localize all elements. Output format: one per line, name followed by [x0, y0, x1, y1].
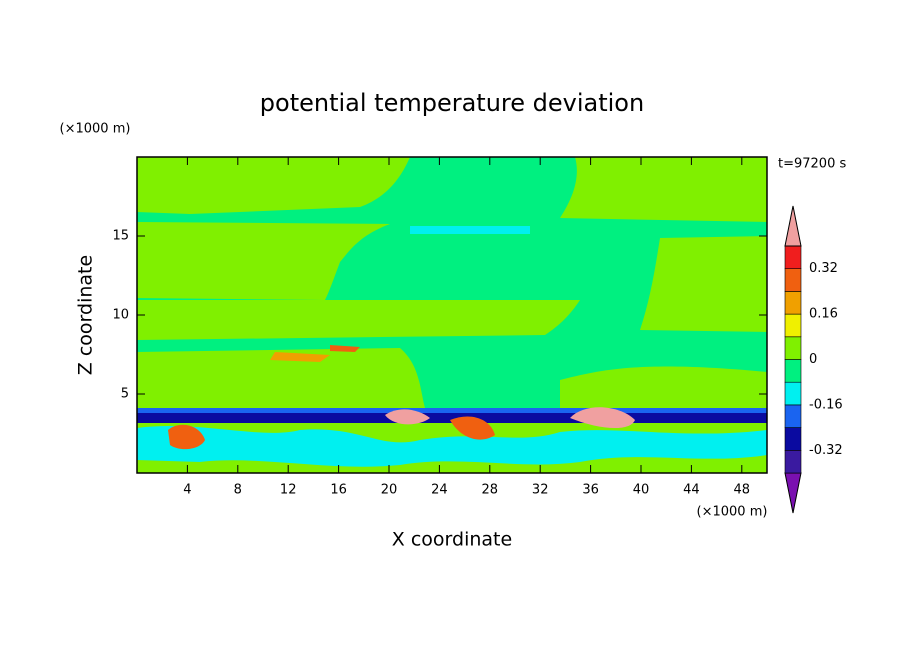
x-tick-label: 36: [582, 483, 599, 498]
colorbar-over: [784, 205, 802, 247]
x-tick-label: 20: [381, 483, 398, 498]
colorbar-band: [784, 427, 802, 451]
colorbar-label: 0.32: [809, 261, 838, 276]
chart-title: potential temperature deviation: [260, 89, 644, 117]
x-tick-label: 24: [431, 483, 448, 498]
x-tick-label: 32: [532, 483, 549, 498]
x-tick-label: 4: [183, 483, 191, 498]
colorbar-under: [784, 472, 802, 514]
x-axis-label: X coordinate: [392, 529, 512, 551]
colorbar-label: 0: [809, 352, 817, 367]
x-unit: (×1000 m): [697, 505, 768, 520]
x-tick-label: 44: [683, 483, 700, 498]
x-tick-label: 48: [734, 483, 751, 498]
x-tick-label: 40: [633, 483, 650, 498]
x-tick-label: 28: [482, 483, 499, 498]
time-label: t=97200 s: [778, 157, 846, 172]
colorbar-band: [784, 449, 802, 474]
colorbar-band: [784, 404, 802, 428]
colorbar-band: [784, 313, 802, 338]
y-unit: (×1000 m): [60, 122, 131, 137]
y-tick-label: 15: [112, 229, 129, 244]
y-tick-label: 5: [121, 387, 129, 402]
colorbar-band: [784, 245, 802, 270]
colorbar-band: [784, 291, 802, 315]
colorbar-band: [784, 381, 802, 406]
colorbar-band: [784, 268, 802, 292]
colorbar-label: -0.16: [809, 397, 843, 412]
y-tick-label: 10: [112, 308, 129, 323]
x-tick-label: 12: [280, 483, 297, 498]
y-axis-label: Z coordinate: [75, 255, 97, 375]
colorbar-band: [784, 359, 802, 383]
x-tick-label: 8: [234, 483, 242, 498]
colorbar-label: 0.16: [809, 307, 838, 322]
contour-field: [137, 157, 767, 473]
x-tick-label: 16: [330, 483, 347, 498]
colorbar-band: [784, 336, 802, 360]
colorbar-label: -0.32: [809, 443, 843, 458]
